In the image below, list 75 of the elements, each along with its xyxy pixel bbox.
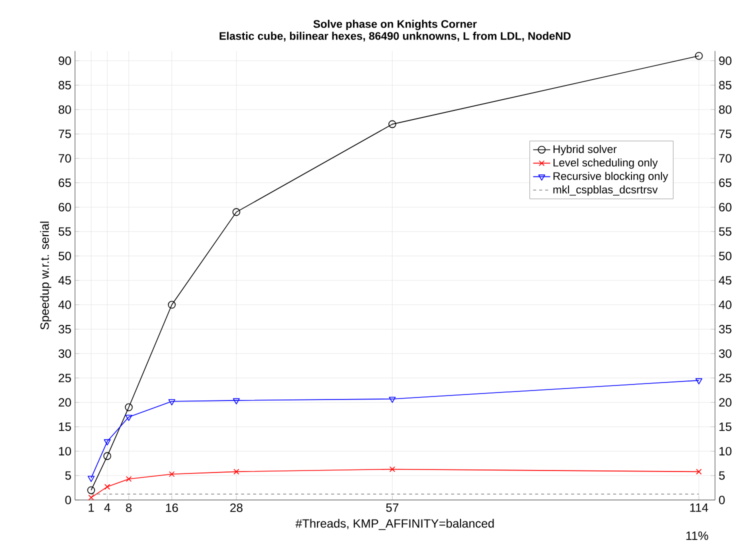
x-tick-label: 8	[126, 503, 132, 512]
y-tick-label: 15	[59, 422, 71, 431]
legend-label: mkl_cspblas_dcsrtrsv	[553, 185, 658, 196]
y2-tick-label: 15	[719, 422, 732, 431]
y2-tick-label: 85	[719, 80, 732, 90]
point	[233, 468, 240, 474]
x-tick-label: 57	[386, 503, 398, 512]
point	[389, 466, 396, 472]
y2-tick-label: 75	[719, 130, 732, 138]
y2-tick-label: 60	[719, 202, 732, 212]
point	[124, 403, 133, 412]
point	[87, 486, 96, 494]
y2-tick-label: 5	[719, 471, 725, 480]
y-tick-label: 20	[58, 398, 72, 406]
point	[126, 476, 132, 482]
y-tick-label: 0	[65, 496, 72, 504]
y-tick-label: 40	[58, 300, 72, 309]
x-tick-label: 28	[230, 503, 242, 512]
y2-tick-label: 70	[719, 154, 732, 162]
point	[694, 52, 703, 60]
y-tick-label: 50	[58, 252, 72, 260]
y2-tick-label: 35	[719, 324, 732, 334]
point	[232, 398, 240, 404]
y-axis-title: Speedup w.r.t. serial	[40, 222, 52, 330]
point	[104, 439, 111, 446]
y-tick-label: 10	[59, 446, 72, 456]
point	[388, 120, 396, 128]
y-tick-label: 5	[65, 471, 71, 480]
x-tick-label: 1	[88, 503, 94, 512]
legend-label: Hybrid solver	[554, 144, 617, 156]
chart-subtitle: Elastic cube, bilinear hexes, 86490 unknowns, L from LDL, NodeND	[220, 32, 571, 42]
chart-title: Solve phase on Knights Corner	[313, 20, 477, 30]
point	[168, 399, 176, 406]
y-tick-label: 75	[58, 130, 71, 138]
y-tick-label: 65	[58, 178, 71, 187]
y2-tick-label: 25	[719, 374, 732, 382]
y-tick-label: 55	[58, 227, 71, 236]
point	[388, 396, 396, 403]
y-tick-label: 45	[58, 276, 71, 284]
point	[168, 471, 175, 477]
point	[168, 300, 176, 309]
y-tick-label: 70	[58, 154, 72, 162]
legend-label: Level scheduling only	[554, 158, 658, 169]
y2-tick-label: 90	[719, 56, 732, 65]
point	[695, 378, 702, 384]
y-tick-label: 25	[58, 374, 71, 382]
y-tick-label: 85	[58, 80, 71, 90]
y2-tick-label: 20	[719, 398, 732, 406]
x-tick-label: 4	[104, 503, 110, 512]
y2-tick-label: 40	[718, 300, 732, 309]
point	[232, 208, 240, 216]
point	[125, 414, 132, 421]
x-tick-label: 114	[690, 503, 708, 512]
y2-tick-label: 30	[719, 349, 732, 358]
point	[696, 468, 702, 474]
y-tick-label: 60	[58, 202, 72, 212]
point	[88, 494, 94, 500]
y2-tick-label: 55	[719, 227, 732, 236]
x-tick-label: 16	[166, 503, 178, 512]
y2-tick-label: 80	[719, 105, 732, 114]
text: 11%	[686, 531, 708, 540]
x-axis-title: #Threads, KMP_AFFINITY=balanced	[296, 518, 494, 530]
legend-label: Recursive blocking only	[554, 172, 668, 182]
point	[103, 452, 112, 460]
y2-tick-label: 10	[719, 446, 732, 456]
y-tick-label: 80	[58, 105, 72, 114]
y2-tick-label: 65	[719, 178, 732, 187]
y2-tick-label: 45	[718, 276, 732, 284]
y2-tick-label: 50	[719, 252, 732, 260]
y-tick-label: 35	[58, 324, 71, 334]
y-tick-label: 90	[58, 56, 72, 65]
y-tick-label: 30	[58, 349, 72, 358]
y2-tick-label: 0	[719, 496, 725, 504]
point	[88, 476, 95, 482]
point	[104, 484, 110, 490]
